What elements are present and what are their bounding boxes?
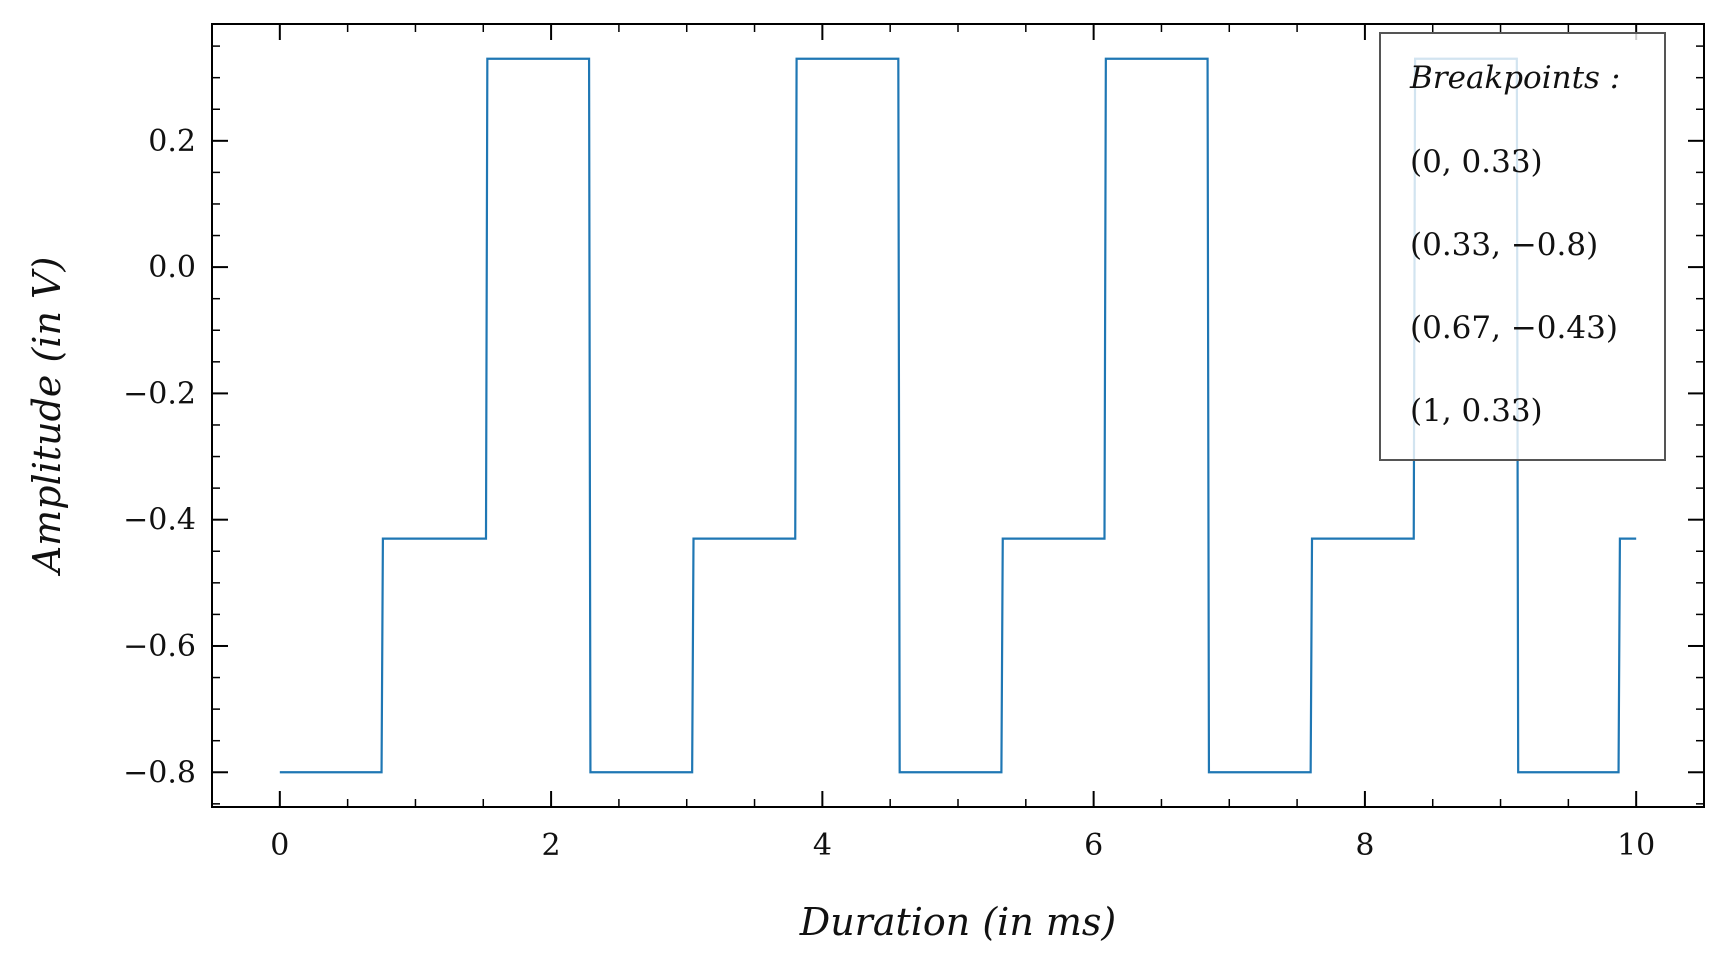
- x-tick-label: 10: [1617, 828, 1655, 863]
- x-tick-label: 2: [542, 828, 561, 863]
- label-layer: 0 2 4 6 8 10 0.2 0.0 −0.2 −0.4 −0.6 −0.8: [123, 124, 1655, 863]
- x-tick-label: 6: [1084, 828, 1103, 863]
- x-tick-label: 4: [813, 828, 832, 863]
- y-tick-label: 0.0: [148, 250, 196, 285]
- y-tick-label: −0.8: [123, 755, 196, 790]
- legend-entry: (0.67, −0.43): [1410, 310, 1618, 346]
- y-tick-label: −0.6: [123, 629, 196, 664]
- y-tick-label: −0.2: [123, 376, 196, 411]
- y-axis-title: Amplitude (in V): [25, 257, 69, 577]
- x-axis-title: Duration (in ms): [799, 900, 1117, 944]
- legend-entry: (0, 0.33): [1410, 144, 1543, 180]
- plot-frame: [211, 23, 1705, 808]
- legend-entries: (0, 0.33) (0.33, −0.8) (0.67, −0.43) (1, 0.…: [1410, 144, 1618, 429]
- legend-title: Breakpoints :: [1409, 60, 1620, 96]
- y-tick-label: −0.4: [123, 503, 196, 538]
- legend-box: [1379, 32, 1666, 461]
- x-tick-label: 8: [1355, 828, 1374, 863]
- legend: Breakpoints : (0, 0.33) (0.33, −0.8) (0.67…: [1379, 32, 1666, 461]
- legend-entry: (1, 0.33): [1410, 393, 1543, 429]
- x-tick-label: 0: [270, 828, 289, 863]
- legend-entry: (0.33, −0.8): [1410, 227, 1598, 263]
- y-tick-label: 0.2: [148, 124, 196, 159]
